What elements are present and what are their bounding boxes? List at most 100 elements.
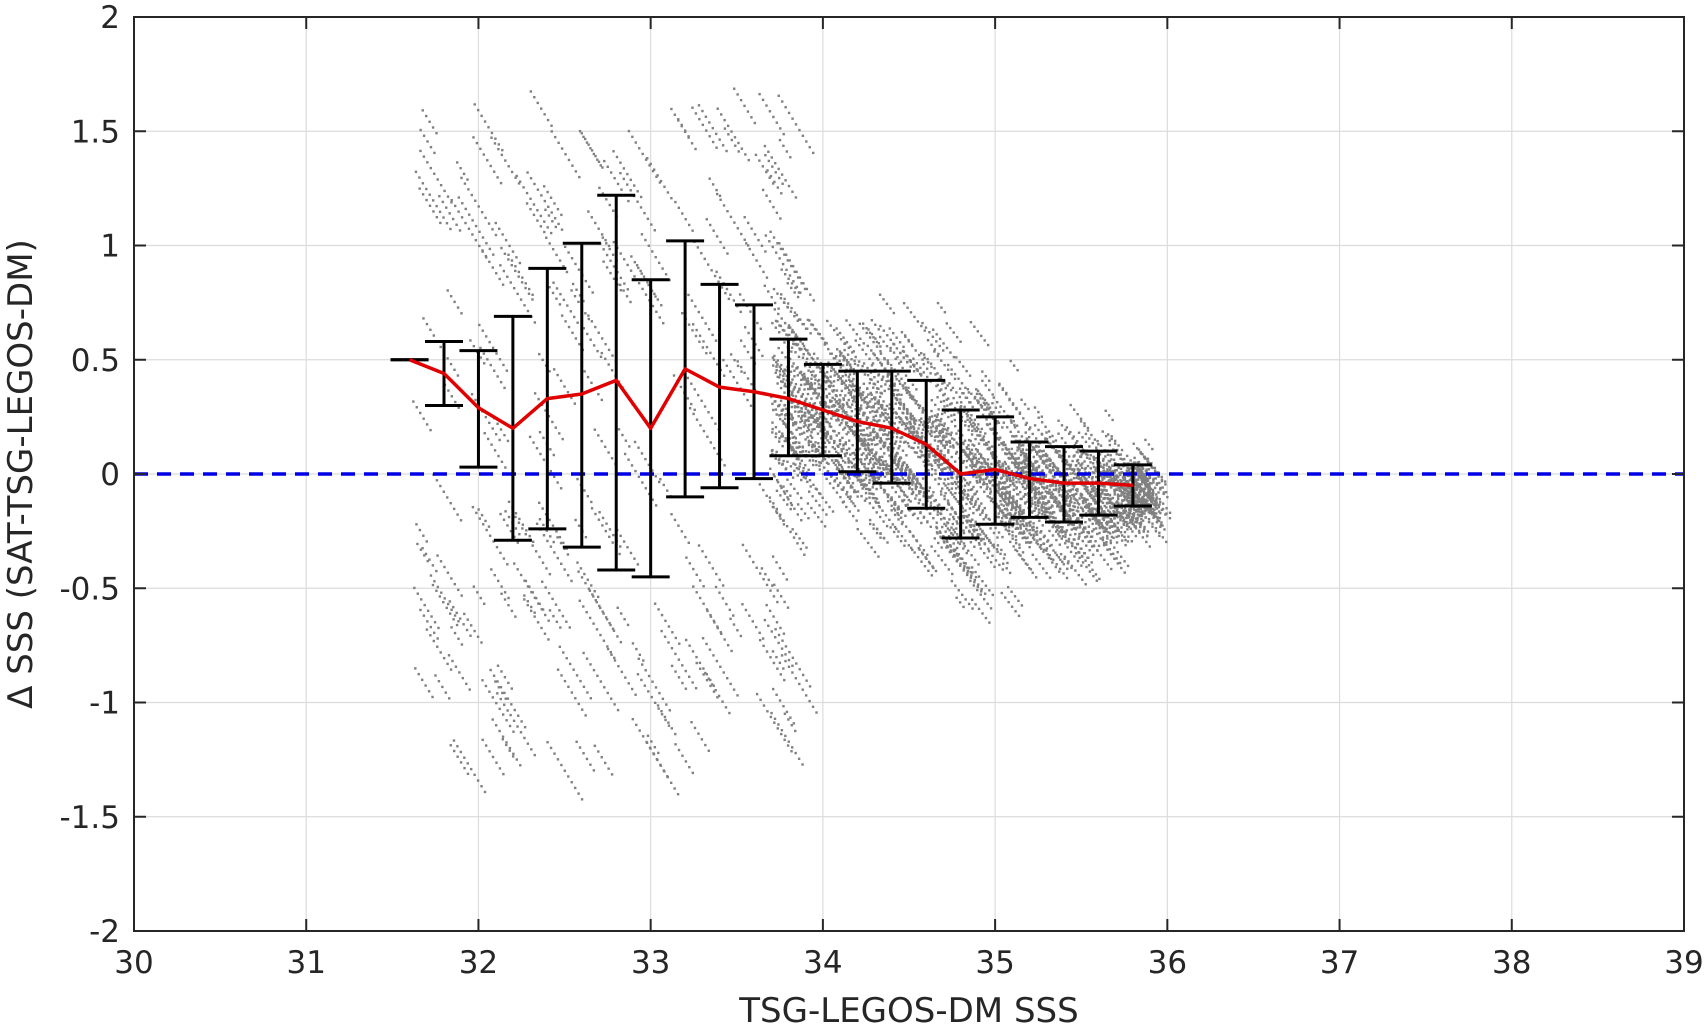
scatter-point	[877, 477, 880, 481]
scatter-point	[991, 454, 994, 457]
scatter-point	[965, 496, 968, 499]
scatter-point	[989, 480, 993, 483]
scatter-point	[987, 517, 990, 521]
scatter-point	[984, 534, 988, 537]
scatter-point	[839, 366, 842, 369]
scatter-point	[1021, 532, 1025, 535]
scatter-point	[1030, 487, 1033, 491]
scatter-point	[854, 384, 857, 388]
scatter-point	[961, 507, 965, 510]
scatter-point	[1027, 435, 1031, 439]
scatter-point	[995, 548, 999, 551]
scatter-point	[804, 407, 808, 410]
scatter-point	[911, 513, 915, 517]
scatter-point	[1155, 512, 1158, 515]
scatter-point	[1132, 523, 1135, 526]
scatter-point	[1002, 557, 1006, 560]
scatter-point	[990, 452, 993, 455]
scatter-point	[988, 621, 991, 624]
scatter-point	[963, 565, 966, 568]
scatter-point	[1007, 485, 1010, 489]
scatter-point	[1084, 432, 1088, 436]
scatter-point	[975, 392, 979, 396]
scatter-point	[810, 397, 813, 400]
scatter-point	[789, 483, 793, 486]
scatter-point	[827, 462, 830, 466]
scatter-point	[775, 489, 779, 493]
scatter-point	[946, 368, 950, 371]
scatter-point	[1007, 529, 1011, 533]
scatter-point	[913, 364, 916, 367]
scatter-point	[814, 378, 817, 381]
scatter-point	[1000, 493, 1004, 496]
scatter-point	[961, 557, 964, 561]
scatter-point	[906, 503, 909, 506]
scatter-point	[950, 368, 953, 371]
scatter-point	[1030, 464, 1033, 467]
scatter-point	[961, 593, 964, 597]
scatter-point	[853, 398, 856, 401]
scatter-point	[967, 428, 970, 432]
scatter-point	[1014, 465, 1017, 469]
scatter-point	[1011, 534, 1014, 537]
scatter-point	[879, 441, 882, 444]
scatter-point	[994, 406, 998, 409]
scatter-point	[1012, 499, 1015, 503]
scatter-point	[1146, 479, 1150, 483]
scatter-point	[836, 466, 839, 469]
scatter-point	[952, 548, 955, 552]
scatter-point	[1138, 531, 1141, 535]
scatter-point	[1058, 570, 1061, 573]
scatter-point	[1014, 476, 1018, 479]
scatter-point	[793, 469, 796, 473]
scatter-point	[806, 349, 809, 352]
scatter-point	[1077, 448, 1080, 451]
scatter-point	[1144, 480, 1148, 484]
scatter-point	[811, 323, 815, 327]
scatter-point	[825, 417, 828, 421]
scatter-point	[1003, 460, 1007, 464]
scatter-point	[979, 513, 982, 516]
scatter-point	[985, 423, 989, 426]
scatter-point	[804, 411, 807, 415]
scatter-point	[1001, 535, 1004, 539]
scatter-point	[1113, 517, 1116, 520]
scatter-point	[1083, 505, 1087, 508]
scatter-point	[1098, 484, 1102, 487]
scatter-point	[879, 427, 882, 431]
scatter-point	[899, 436, 902, 440]
scatter-point	[936, 354, 939, 358]
scatter-point	[798, 537, 801, 540]
scatter-point	[1032, 534, 1036, 538]
scatter-point	[1112, 511, 1116, 514]
scatter-point	[938, 423, 941, 426]
scatter-point	[1059, 529, 1063, 532]
scatter-point	[1109, 519, 1113, 522]
scatter-point	[978, 478, 982, 482]
scatter-point	[1008, 512, 1012, 515]
scatter-point	[950, 420, 953, 423]
scatter-point	[892, 447, 895, 450]
scatter-point	[879, 474, 882, 478]
scatter-point	[900, 436, 904, 439]
scatter-point	[1154, 515, 1157, 518]
scatter-point	[1144, 438, 1147, 442]
scatter-point	[851, 481, 855, 485]
scatter-point	[1049, 442, 1052, 445]
scatter-point	[797, 291, 801, 294]
scatter-point	[1119, 480, 1123, 483]
scatter-point	[958, 360, 961, 364]
scatter-point	[1098, 519, 1101, 522]
scatter-point	[1156, 516, 1159, 519]
scatter-point	[916, 555, 920, 559]
scatter-point	[831, 389, 834, 392]
scatter-point	[846, 413, 849, 417]
scatter-point	[825, 342, 828, 345]
scatter-point	[1059, 456, 1062, 459]
scatter-point	[913, 421, 916, 424]
scatter-point	[1041, 469, 1044, 472]
scatter-point	[1035, 526, 1039, 530]
scatter-point	[839, 393, 842, 397]
scatter-point	[1119, 453, 1122, 456]
scatter-point	[988, 422, 992, 426]
